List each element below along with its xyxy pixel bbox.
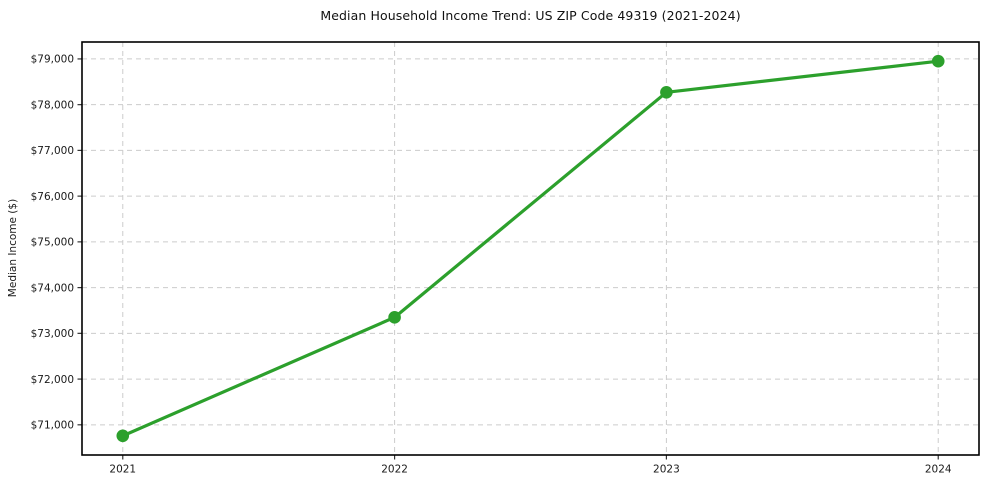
y-tick-label: $78,000 <box>31 99 74 111</box>
y-tick-label: $74,000 <box>31 282 74 294</box>
x-tick-label: 2021 <box>109 464 136 476</box>
data-point-2022 <box>388 311 401 324</box>
chart-title: Median Household Income Trend: US ZIP Co… <box>320 8 741 23</box>
plot-border <box>81 41 980 456</box>
data-point-2024 <box>931 54 945 68</box>
y-tick-label: $76,000 <box>31 191 74 203</box>
y-tick-label: $71,000 <box>31 420 74 432</box>
x-tick-label: 2022 <box>381 464 408 476</box>
y-tick-label: $79,000 <box>31 54 74 66</box>
y-tick-label: $75,000 <box>31 237 74 249</box>
data-point-2021 <box>116 429 130 443</box>
x-tick-label: 2024 <box>925 464 952 476</box>
y-tick-label: $72,000 <box>31 374 74 386</box>
data-point-2023 <box>660 86 673 99</box>
y-tick-label: $73,000 <box>31 328 74 340</box>
x-tick-label: 2023 <box>653 464 680 476</box>
trend-line <box>121 59 940 438</box>
y-tick-label: $77,000 <box>31 145 74 157</box>
